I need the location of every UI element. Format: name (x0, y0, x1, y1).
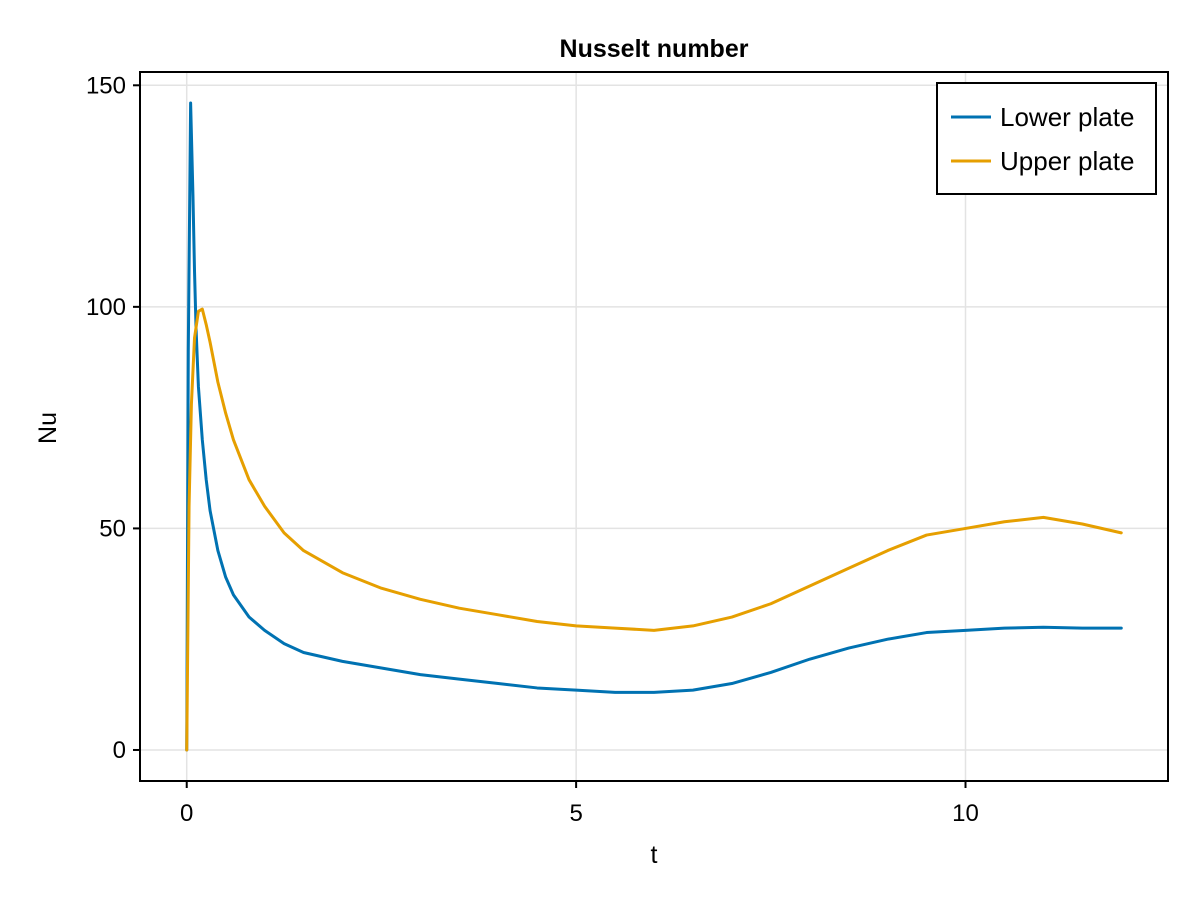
y-tick-label: 0 (113, 737, 126, 764)
series-line-upper-plate (185, 307, 1123, 752)
legend: Lower plate Upper plate (936, 82, 1157, 195)
plot-series (185, 101, 1123, 752)
x-axis-label: t (651, 841, 658, 869)
y-axis-label: Nu (34, 412, 62, 444)
y-tick-label: 100 (86, 294, 126, 321)
y-tick-label: 150 (86, 72, 126, 99)
x-tick-label: 0 (180, 800, 193, 827)
legend-label-lower-plate: Lower plate (1000, 102, 1134, 132)
x-tick-label: 5 (569, 800, 582, 827)
plot-frame (139, 71, 1169, 782)
y-tick-label: 50 (99, 515, 126, 542)
chart-title: Nusselt number (560, 35, 749, 63)
x-tick-label: 10 (952, 800, 979, 827)
series-line-lower-plate (185, 101, 1123, 752)
legend-box (936, 82, 1157, 195)
legend-label-upper-plate: Upper plate (1000, 146, 1134, 176)
